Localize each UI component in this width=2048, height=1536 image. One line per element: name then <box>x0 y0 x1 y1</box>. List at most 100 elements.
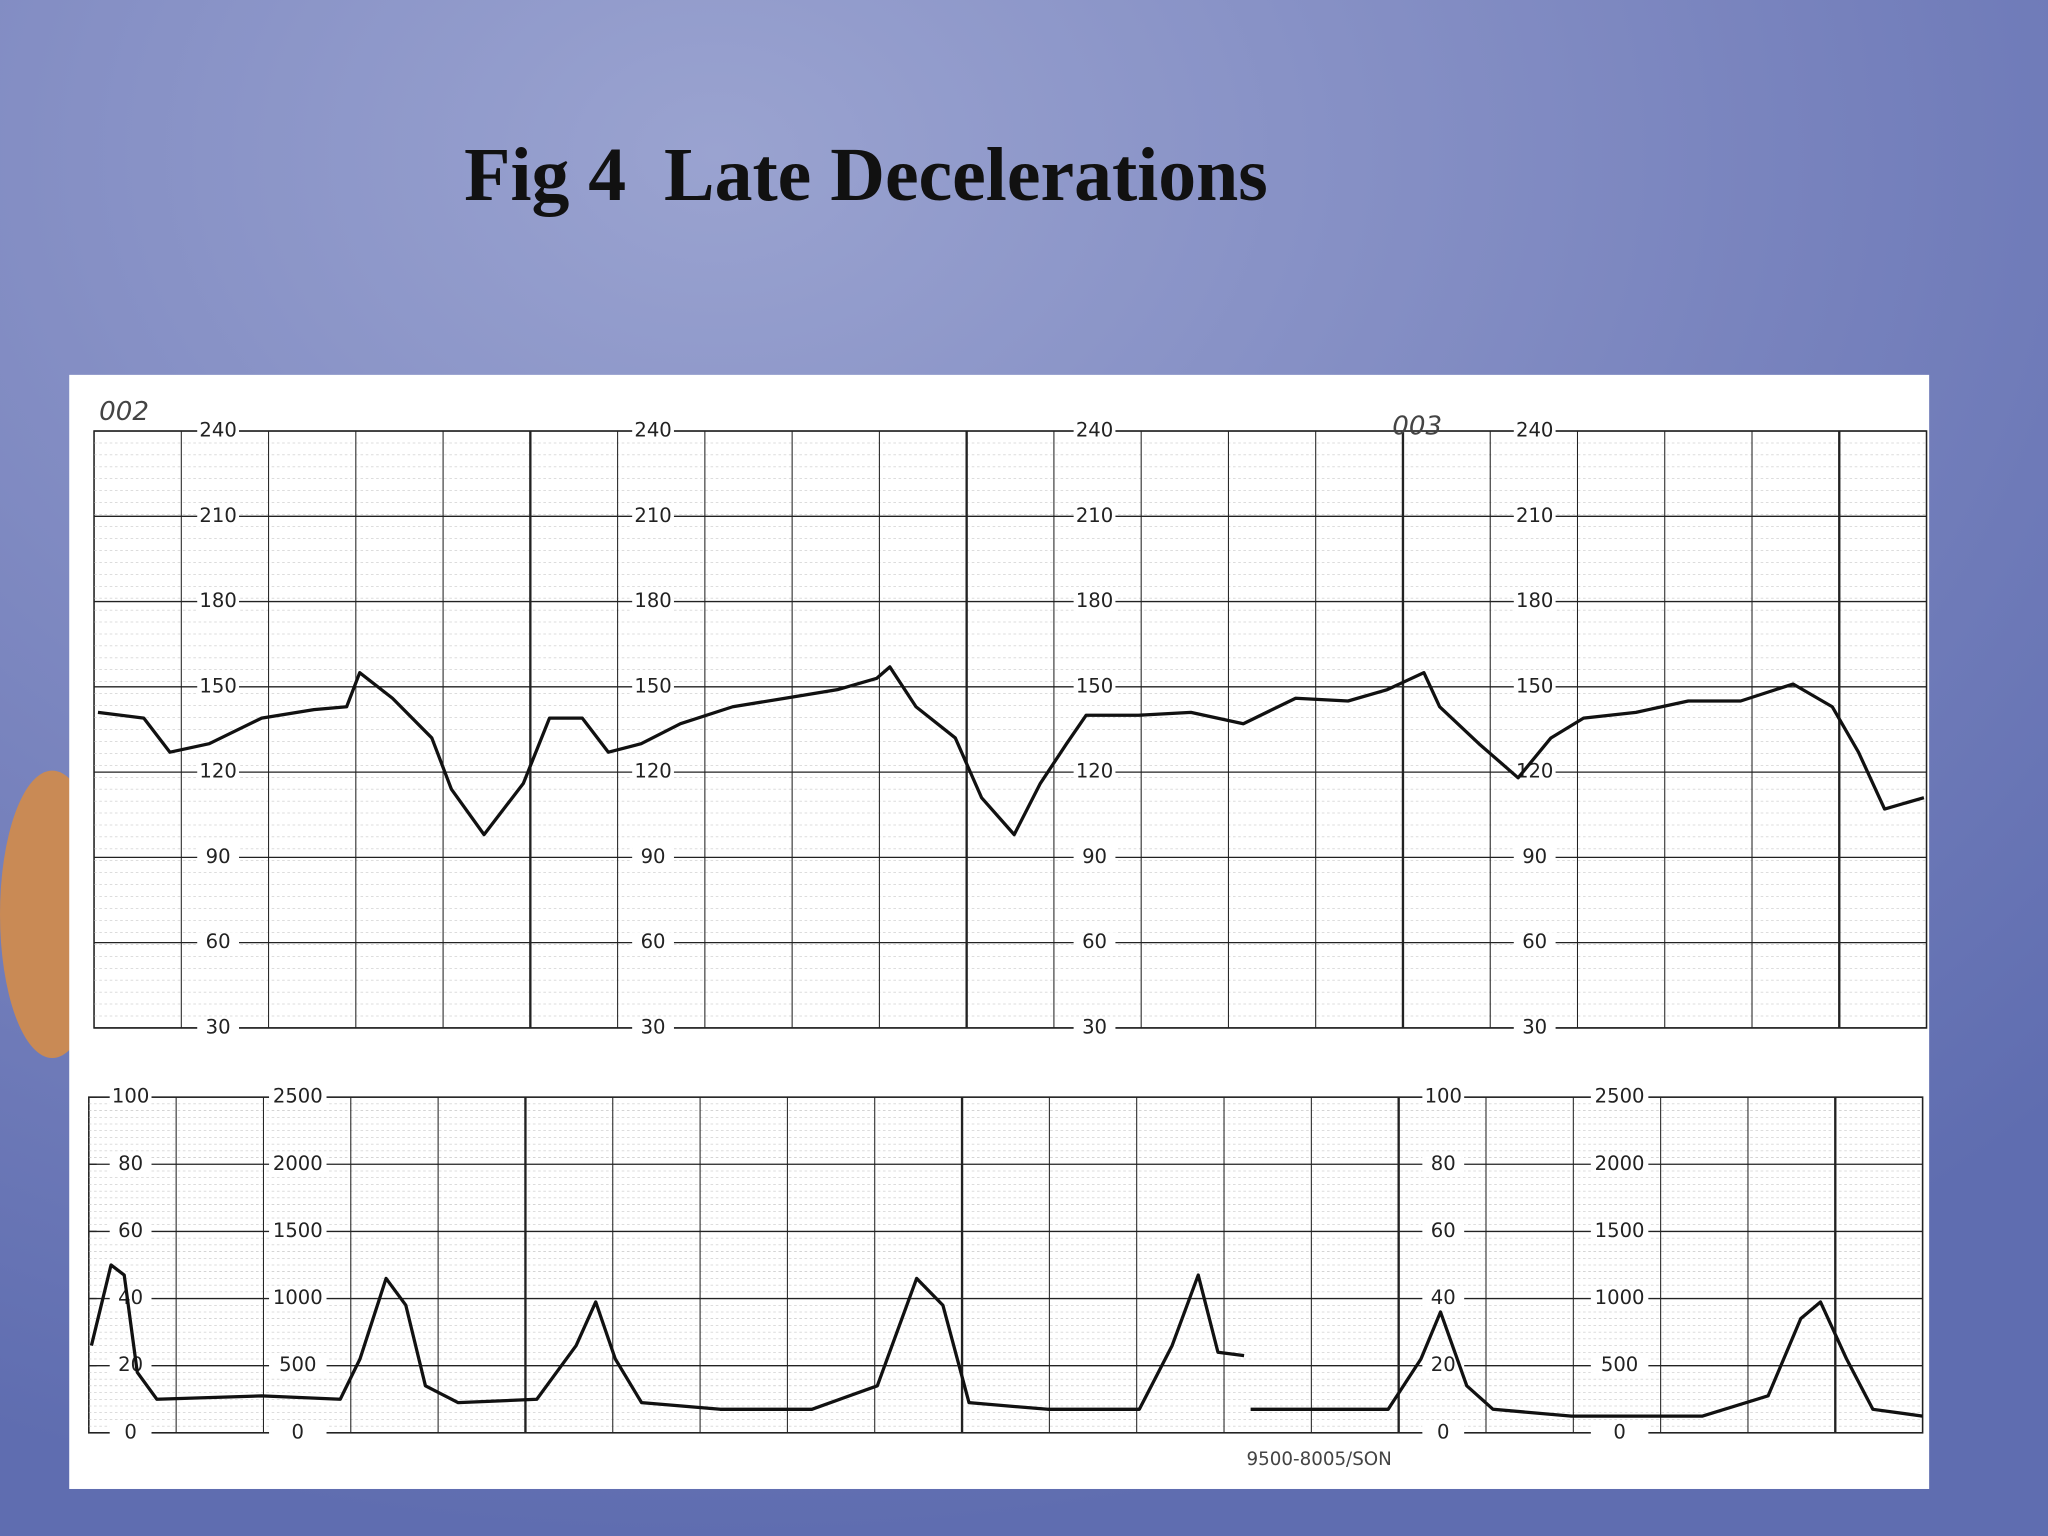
y-tick-label: 90 <box>1082 845 1107 868</box>
y-tick-label: 150 <box>634 674 671 697</box>
label-bg <box>632 676 674 698</box>
strip: 30 30 30 30 60 60 60 60 90 90 90 90 120 120 120 120 150 1… <box>88 397 1928 1470</box>
y-tick-label: 240 <box>634 419 671 442</box>
y2-tick-label: 500 <box>1601 1353 1638 1376</box>
label-bg <box>197 591 240 613</box>
y-tick-label: 60 <box>206 930 231 953</box>
y2-tick-label: 2500 <box>1595 1085 1645 1108</box>
y-tick-label: 180 <box>1516 589 1553 612</box>
y-tick-label: 150 <box>1076 674 1113 697</box>
label-bg <box>632 420 674 442</box>
label-bg <box>269 1153 327 1175</box>
y-tick-label: 180 <box>634 589 671 612</box>
y-tick-label: 60 <box>118 1219 143 1242</box>
y-tick-label: 40 <box>1431 1286 1456 1309</box>
label-bg <box>632 846 674 868</box>
label-bg <box>1513 420 1556 442</box>
slide-title: Fig 4 Late Decelerations <box>464 133 1268 217</box>
label-bg <box>1422 1355 1465 1377</box>
y-tick-label: 30 <box>1522 1015 1547 1038</box>
y-tick-label: 150 <box>1516 674 1553 697</box>
y2-tick-label: 1500 <box>273 1219 323 1242</box>
y-tick-label: 80 <box>118 1152 143 1175</box>
y2-tick-label: 2500 <box>273 1085 323 1108</box>
label-bg <box>1513 591 1556 613</box>
label-bg <box>632 1017 674 1039</box>
y-tick-label: 90 <box>206 845 231 868</box>
y-tick-label: 0 <box>1437 1420 1449 1443</box>
label-bg <box>109 1086 152 1108</box>
y-tick-label: 80 <box>1431 1152 1456 1175</box>
y-tick-label: 150 <box>199 674 236 697</box>
label-bg <box>1422 1288 1465 1309</box>
y-tick-label: 30 <box>1082 1015 1107 1038</box>
annotation: 002 <box>99 397 149 427</box>
label-bg <box>632 761 674 783</box>
label-bg <box>269 1220 327 1242</box>
y-tick-label: 100 <box>1425 1085 1462 1108</box>
y-tick-label: 120 <box>1516 760 1553 783</box>
label-bg <box>197 846 240 868</box>
y2-tick-label: 500 <box>279 1353 316 1376</box>
trace <box>89 1263 1923 1418</box>
label-bg <box>197 932 240 954</box>
y-tick-label: 0 <box>124 1420 136 1443</box>
label-bg <box>197 420 240 442</box>
label-bg <box>1422 1220 1465 1242</box>
label-bg <box>1590 1355 1649 1377</box>
y-tick-label: 60 <box>641 930 666 953</box>
y-tick-label: 100 <box>112 1085 149 1108</box>
y-tick-label: 120 <box>199 760 236 783</box>
label-bg <box>632 505 674 527</box>
label-bg <box>1513 676 1556 698</box>
y-tick-label: 210 <box>1516 504 1553 527</box>
label-bg <box>109 1288 152 1309</box>
label-bg <box>1073 846 1116 868</box>
y-tick-label: 40 <box>118 1286 143 1309</box>
y2-tick-label: 1000 <box>1595 1286 1645 1309</box>
label-bg <box>269 1422 327 1444</box>
label-bg <box>1513 932 1556 954</box>
annotation: 003 <box>1392 412 1442 442</box>
label-bg <box>269 1355 327 1377</box>
y-tick-label: 30 <box>641 1015 666 1038</box>
label-bg <box>632 932 674 954</box>
y-tick-label: 210 <box>199 504 236 527</box>
label-bg <box>1073 505 1116 527</box>
label-bg <box>1513 846 1556 868</box>
y-tick-label: 60 <box>1082 930 1107 953</box>
y-tick-label: 180 <box>199 589 236 612</box>
y-tick-label: 60 <box>1522 930 1547 953</box>
label-bg <box>1513 761 1556 783</box>
label-bg <box>197 761 240 783</box>
label-bg <box>1513 505 1556 527</box>
strip-paper <box>69 374 1930 1489</box>
label-bg <box>109 1422 152 1444</box>
label-bg <box>632 591 674 613</box>
label-bg <box>1073 420 1116 442</box>
y-tick-label: 210 <box>634 504 671 527</box>
label-bg <box>109 1220 152 1242</box>
y2-tick-label: 0 <box>1613 1420 1625 1443</box>
label-bg <box>1590 1288 1649 1309</box>
label-bg <box>269 1086 327 1108</box>
annotation: 9500-8005/SON <box>1247 1449 1392 1470</box>
y-tick-label: 20 <box>1431 1353 1456 1376</box>
label-bg <box>109 1153 152 1175</box>
label-bg <box>1590 1153 1649 1175</box>
label-bg <box>1073 932 1116 954</box>
label-bg <box>1513 1017 1556 1039</box>
y-tick-label: 120 <box>634 760 671 783</box>
label-bg <box>1590 1422 1649 1444</box>
label-bg <box>197 1017 240 1039</box>
y2-tick-label: 2000 <box>273 1152 323 1175</box>
label-bg <box>1073 676 1116 698</box>
label-bg <box>1422 1422 1465 1444</box>
label-bg <box>197 676 240 698</box>
label-bg <box>1590 1086 1649 1108</box>
label-bg <box>1073 591 1116 613</box>
y-tick-label: 30 <box>206 1015 231 1038</box>
label-bg <box>1073 761 1116 783</box>
